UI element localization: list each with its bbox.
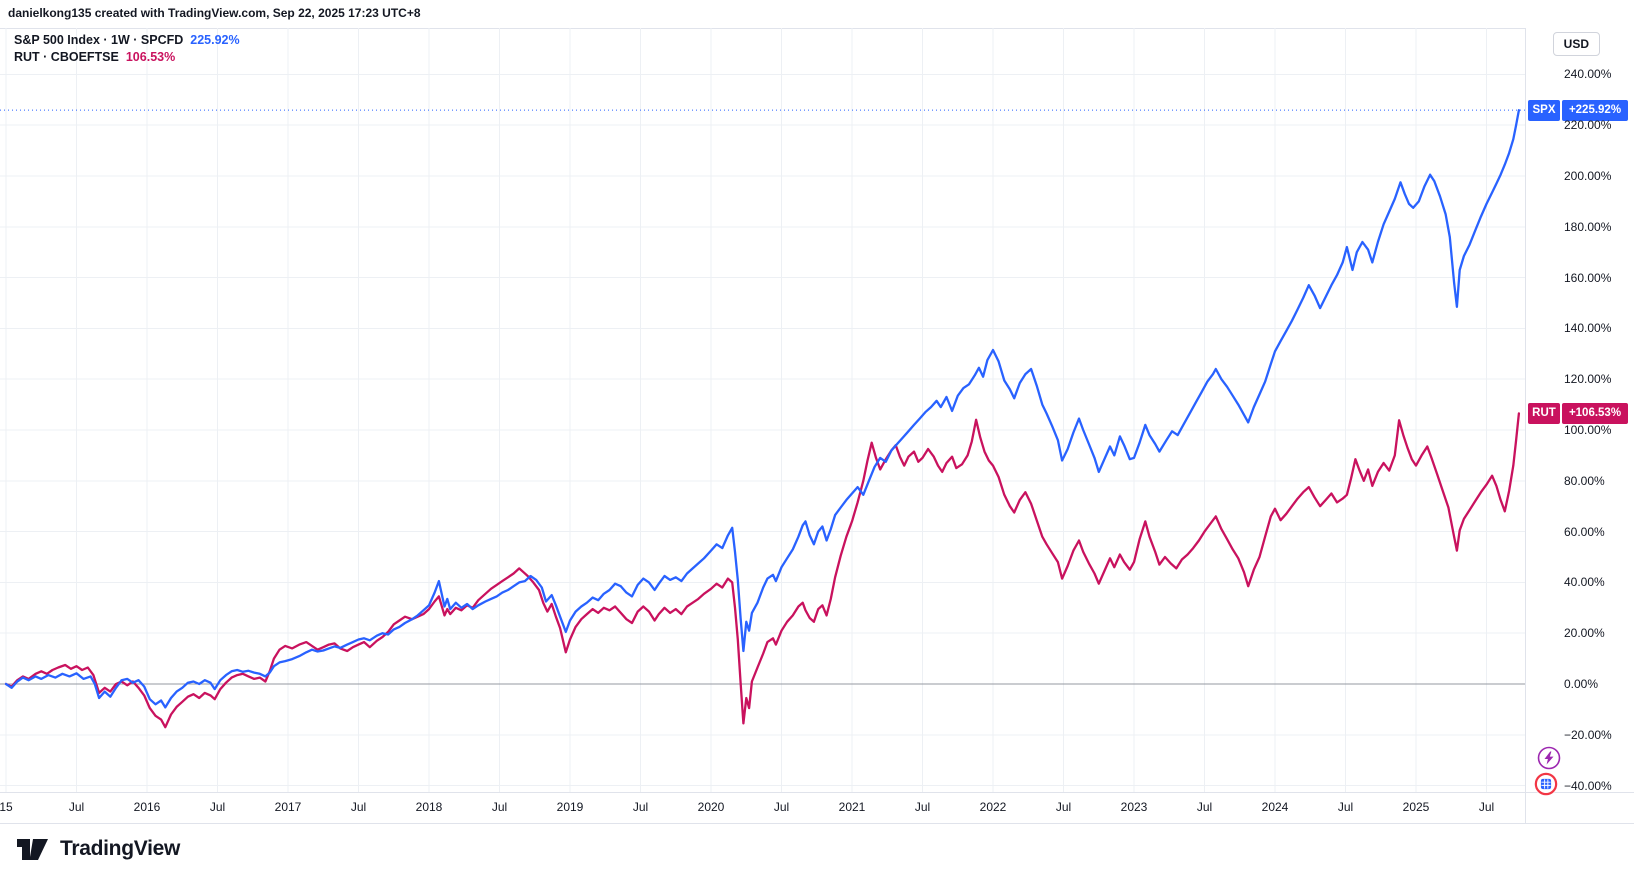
x-axis-label: Jul xyxy=(632,800,649,814)
y-axis-label: −40.00% xyxy=(1564,778,1612,793)
y-axis-label: 20.00% xyxy=(1564,626,1605,641)
markets-globe-icon[interactable] xyxy=(1534,772,1558,796)
chart-canvas xyxy=(0,28,1525,792)
x-axis-label: 2019 xyxy=(556,800,584,814)
time-axis-top-border xyxy=(0,792,1634,793)
legend-row-spx[interactable]: S&P 500 Index · 1W · SPCFD 225.92% xyxy=(14,32,240,49)
footer: TradingView xyxy=(16,836,180,862)
y-axis-label: 0.00% xyxy=(1564,677,1599,691)
x-axis-label: Jul xyxy=(1478,800,1495,814)
x-axis-label: 2018 xyxy=(415,800,443,814)
y-axis-label: 160.00% xyxy=(1564,270,1612,285)
x-axis-label: Jul xyxy=(491,800,508,814)
spx-badge-symbol: SPX xyxy=(1528,99,1560,121)
time-axis-bottom-border xyxy=(0,823,1634,824)
x-axis-label: 2020 xyxy=(697,800,725,814)
spx-price-badge: SPX +225.92% xyxy=(1528,99,1628,121)
y-axis-label: 40.00% xyxy=(1564,575,1605,590)
x-axis-label: Jul xyxy=(773,800,790,814)
x-axis-label: Jul xyxy=(1337,800,1354,814)
legend-title-rut: RUT · CBOEFTSE xyxy=(14,50,119,64)
x-axis-label: 15 xyxy=(0,800,13,814)
y-axis-label: 200.00% xyxy=(1564,169,1612,183)
x-axis-label: Jul xyxy=(350,800,367,814)
rut-badge-value: +106.53% xyxy=(1562,402,1628,424)
x-axis-label: 2017 xyxy=(274,800,302,814)
y-axis-label: 180.00% xyxy=(1564,219,1612,234)
y-axis-label: 100.00% xyxy=(1564,423,1612,437)
tradingview-logo-text[interactable]: TradingView xyxy=(60,837,181,860)
y-axis-label: 120.00% xyxy=(1564,372,1612,387)
spx-badge-value: +225.92% xyxy=(1562,99,1628,121)
x-axis-label: Jul xyxy=(68,800,85,814)
chart-top-border xyxy=(0,28,1634,29)
price-scale[interactable]: USD SPX +225.92% RUT +106.53% 240.00% 220… xyxy=(1526,28,1634,793)
time-scale[interactable]: 15 Jul 2016 Jul 2017 Jul 2018 Jul 2019 Jul 2020 Jul… xyxy=(0,793,1525,823)
boost-lightning-icon[interactable] xyxy=(1537,746,1561,770)
x-axis-label: 2023 xyxy=(1120,800,1148,814)
y-axis-label: 80.00% xyxy=(1564,473,1605,488)
y-axis-label: −20.00% xyxy=(1564,727,1612,742)
legend: S&P 500 Index · 1W · SPCFD 225.92% RUT · … xyxy=(14,32,240,66)
x-axis-label: Jul xyxy=(914,800,931,814)
x-axis-label: 2021 xyxy=(838,800,866,814)
rut-badge-symbol: RUT xyxy=(1528,402,1560,424)
y-axis-label: 140.00% xyxy=(1564,321,1612,336)
legend-row-rut[interactable]: RUT · CBOEFTSE 106.53% xyxy=(14,49,240,66)
legend-value-spx: 225.92% xyxy=(190,33,240,47)
price-scale-border xyxy=(1525,28,1526,823)
y-axis-label: 60.00% xyxy=(1564,524,1605,539)
y-axis-label: 220.00% xyxy=(1564,118,1612,133)
rut-price-badge: RUT +106.53% xyxy=(1528,402,1628,424)
x-axis-label: Jul xyxy=(1055,800,1072,814)
x-axis-label: 2024 xyxy=(1261,800,1289,814)
tradingview-logo-icon[interactable] xyxy=(16,836,50,862)
x-axis-label: Jul xyxy=(1196,800,1213,814)
legend-value-rut: 106.53% xyxy=(125,50,176,64)
currency-button[interactable]: USD xyxy=(1552,32,1600,56)
legend-title-spx: S&P 500 Index · 1W · SPCFD xyxy=(14,33,184,47)
y-axis-label: 240.00% xyxy=(1564,67,1612,82)
chart-plot-area[interactable]: S&P 500 Index · 1W · SPCFD 225.92% RUT · … xyxy=(0,28,1525,792)
x-axis-label: 2022 xyxy=(979,800,1007,814)
credit-text: danielkong135 created with TradingView.c… xyxy=(8,6,421,20)
x-axis-label: 2025 xyxy=(1402,800,1430,814)
x-axis-label: 2016 xyxy=(133,800,161,814)
x-axis-label: Jul xyxy=(209,800,226,814)
